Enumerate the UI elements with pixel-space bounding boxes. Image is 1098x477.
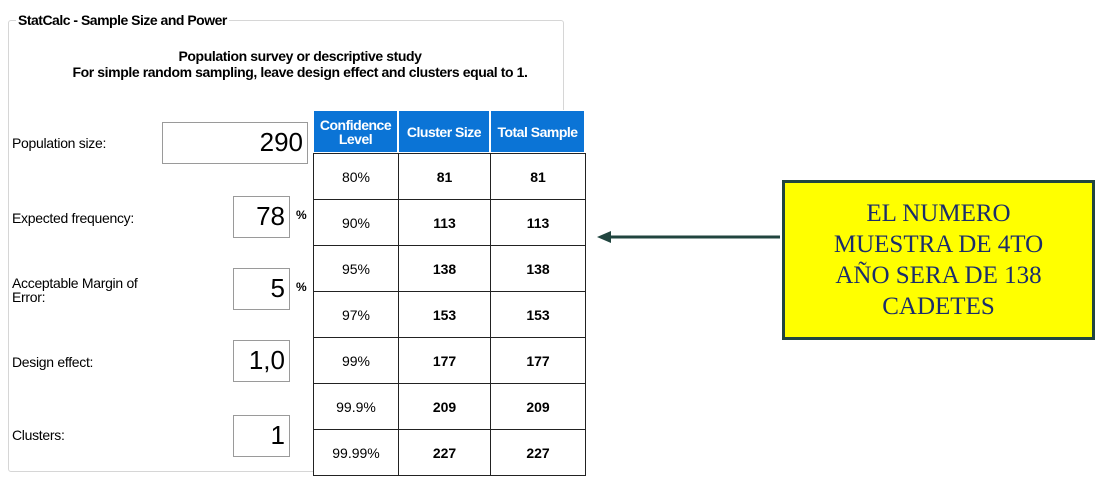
table-cell: 227	[398, 429, 491, 476]
table-header: Confidence Level	[313, 110, 398, 153]
table-cell: 138	[398, 245, 491, 292]
field-label: Design effect:	[12, 354, 94, 370]
table-cell: 113	[398, 199, 491, 246]
field-input: 1	[233, 415, 290, 457]
table-cell: 95%	[313, 245, 399, 292]
table-cell: 99.99%	[313, 429, 399, 476]
callout: EL NUMERO MUESTRA DE 4TO AÑO SERA DE 138 CA…	[782, 180, 1095, 340]
callout-line: AÑO SERA DE 138	[835, 262, 1042, 289]
table-cell: 81	[398, 153, 491, 200]
table-cell: 99.9%	[313, 383, 399, 430]
callout-line: MUESTRA DE 4TO	[833, 231, 1044, 258]
header-line: Population survey or descriptive study	[178, 48, 422, 64]
table-cell: 153	[398, 291, 491, 338]
field-unit: %	[296, 280, 307, 294]
field-input: 5	[233, 268, 290, 310]
table-cell: 97%	[313, 291, 399, 338]
arrow-head	[597, 231, 611, 243]
table-cell: 138	[490, 245, 586, 292]
table-cell: 90%	[313, 199, 399, 246]
header-line: For simple random sampling, leave design…	[72, 64, 528, 80]
table-cell: 153	[490, 291, 586, 338]
field-input: 78	[233, 196, 290, 238]
field-label: Population size:	[12, 135, 107, 151]
table-header: Cluster Size	[398, 110, 490, 153]
field-label: Acceptable Margin of Error:	[12, 275, 138, 305]
table-cell: 81	[490, 153, 586, 200]
callout-line: CADETES	[882, 293, 995, 320]
field-input: 1,0	[233, 340, 290, 382]
table-header: Total Sample	[490, 110, 585, 153]
table-cell: 209	[490, 383, 586, 430]
table-cell: 80%	[313, 153, 399, 200]
table-cell: 177	[398, 337, 491, 384]
table-cell: 177	[490, 337, 586, 384]
callout-line: EL NUMERO	[866, 200, 1011, 227]
panel-title: StatCalc - Sample Size and Power	[16, 12, 229, 28]
field-input: 290	[162, 122, 308, 164]
field-unit: %	[296, 208, 307, 222]
table-cell: 227	[490, 429, 586, 476]
field-label: Expected frequency:	[12, 210, 134, 226]
table-cell: 99%	[313, 337, 399, 384]
field-label: Clusters:	[12, 427, 65, 443]
table-cell: 209	[398, 383, 491, 430]
table-cell: 113	[490, 199, 586, 246]
